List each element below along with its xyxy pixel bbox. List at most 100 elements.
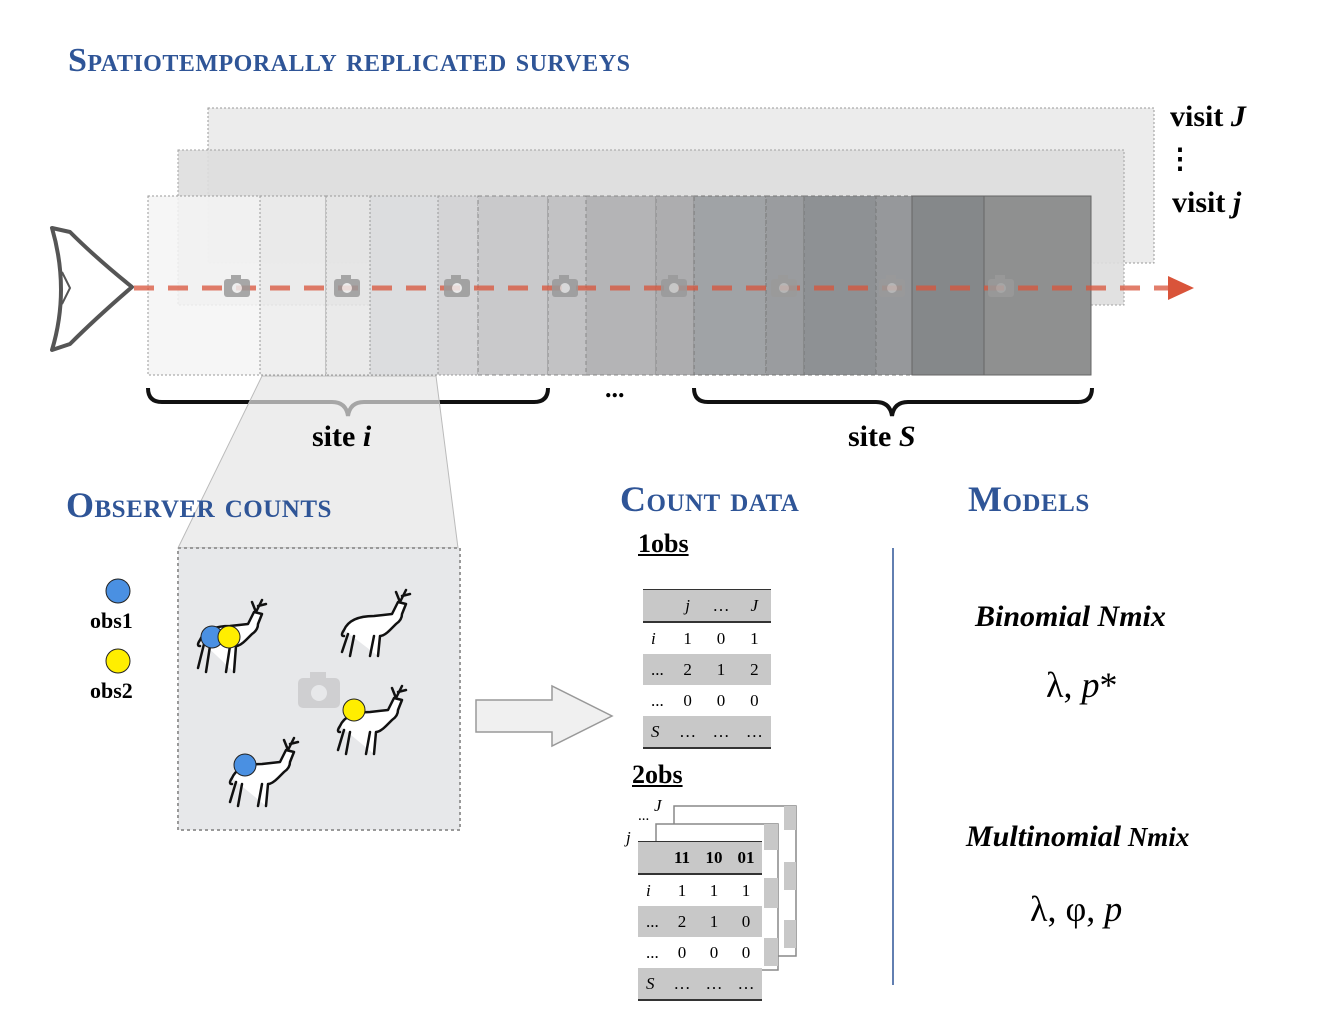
table-cell: … — [730, 968, 762, 1001]
table-header-row: j … J — [643, 589, 771, 623]
camera-icon — [552, 275, 578, 297]
site-i-label: site i — [312, 420, 371, 454]
camera-icon — [661, 275, 687, 297]
multinomial-model-params: λ, φ, p — [1030, 889, 1123, 929]
obs1-legend-marker — [105, 578, 131, 604]
visit-J-prefix: visit — [1170, 100, 1231, 133]
table-cell: 1 — [704, 654, 738, 685]
table-cell — [643, 589, 671, 623]
obs2-legend-marker — [105, 648, 131, 674]
camera-icon — [334, 275, 360, 297]
stack-label-J: J — [654, 796, 662, 815]
table-cell: 0 — [737, 685, 771, 716]
table-cell: 10 — [698, 841, 730, 875]
table-cell: 0 — [704, 622, 738, 654]
site-S-label: site S — [848, 420, 916, 454]
obs1-legend-label: obs1 — [90, 608, 133, 633]
table-cell: 0 — [730, 906, 762, 937]
table-cell — [638, 841, 666, 875]
deer-icon — [336, 684, 408, 756]
observer-title: Observer counts — [66, 485, 332, 525]
table-cell: ... — [643, 685, 671, 716]
table-cell: S — [643, 716, 671, 749]
count-title: Count data — [620, 479, 800, 519]
table-cell: 0 — [698, 937, 730, 968]
table-cell: 0 — [666, 937, 698, 968]
table-cell: … — [671, 716, 705, 749]
table-cell: 0 — [730, 937, 762, 968]
table-row: i 1 0 1 — [643, 622, 771, 654]
table-cell: 0 — [671, 685, 705, 716]
table-cell: j — [671, 589, 705, 623]
table-cell: ... — [638, 906, 666, 937]
table-header-row: 11 10 01 — [638, 841, 762, 875]
table-cell: 1 — [671, 622, 705, 654]
deer-icon — [228, 736, 300, 808]
table-cell: 1 — [698, 906, 730, 937]
binomial-model-params: λ, p* — [1046, 665, 1118, 705]
table-cell: 2 — [671, 654, 705, 685]
camera-icon — [444, 275, 470, 297]
multinomial-name-rest: Nmix — [1121, 822, 1190, 852]
obs1-marker — [233, 753, 257, 777]
visit-J-label: visit J — [1170, 100, 1246, 134]
table-cell: 2 — [737, 654, 771, 685]
site-i-var: i — [362, 420, 372, 453]
visit-j-label: visit j — [1172, 186, 1241, 220]
obs2-marker — [342, 698, 366, 722]
arrow-right-icon — [475, 684, 614, 748]
table-cell: 1 — [666, 874, 698, 906]
surveys-title: Spatiotemporally replicated surveys — [68, 42, 631, 79]
visit-j-var: j — [1232, 186, 1242, 219]
camera-icon — [224, 275, 250, 297]
site-S-prefix: site — [848, 420, 899, 453]
table-cell: 0 — [704, 685, 738, 716]
visit-dots: ⋮ — [1166, 144, 1194, 175]
table-row: S … … … — [638, 968, 762, 1001]
table-cell: … — [737, 716, 771, 749]
table-row: i 1 1 1 — [638, 874, 762, 906]
camera-icon — [988, 275, 1014, 297]
obs2-legend-label: obs2 — [90, 678, 133, 703]
table-cell: i — [643, 622, 671, 654]
visit-j-prefix: visit — [1172, 186, 1233, 219]
multinomial-name-italic: Multinomial — [966, 820, 1122, 853]
table-cell: … — [704, 716, 738, 749]
table-cell: 1 — [698, 874, 730, 906]
brace-site-S — [692, 387, 1094, 417]
table-cell: 2 — [666, 906, 698, 937]
site-S-var: S — [898, 420, 916, 453]
table-cell: J — [737, 589, 771, 623]
airplane-icon — [50, 226, 134, 352]
table-cell: … — [704, 589, 738, 623]
site-ellipsis: ... — [605, 374, 625, 403]
table-cell: i — [638, 874, 666, 906]
one-obs-table: j … J i 1 0 1 ... 2 1 2 ... 0 0 0 S … … … — [643, 589, 771, 749]
site-i-prefix: site — [312, 420, 363, 453]
one-obs-label: 1obs — [638, 529, 689, 558]
multinomial-model-name: Multinomial Nmix — [966, 820, 1189, 854]
table-cell: 11 — [666, 841, 698, 875]
table-cell: 01 — [730, 841, 762, 875]
camera-icon — [771, 275, 797, 297]
table-row: ... 2 1 0 — [638, 906, 762, 937]
two-obs-label: 2obs — [632, 760, 683, 789]
table-cell: 1 — [730, 874, 762, 906]
table-cell: … — [698, 968, 730, 1001]
models-title: Models — [968, 479, 1090, 519]
deer-icon — [340, 588, 412, 658]
table-row: ... 2 1 2 — [643, 654, 771, 685]
obs2-marker — [217, 625, 241, 649]
binomial-model-name: Binomial Nmix — [975, 600, 1166, 633]
two-obs-table: 11 10 01 i 1 1 1 ... 2 1 0 ... 0 0 0 S …… — [638, 841, 762, 1001]
table-row: ... 0 0 0 — [638, 937, 762, 968]
stack-label-j: j — [626, 828, 631, 847]
table-cell: ... — [638, 937, 666, 968]
camera-icon — [879, 275, 905, 297]
arrow-head — [1168, 276, 1194, 300]
table-cell: 1 — [737, 622, 771, 654]
visit-J-var: J — [1230, 100, 1246, 133]
camera-icon — [298, 672, 340, 708]
table-cell: … — [666, 968, 698, 1001]
